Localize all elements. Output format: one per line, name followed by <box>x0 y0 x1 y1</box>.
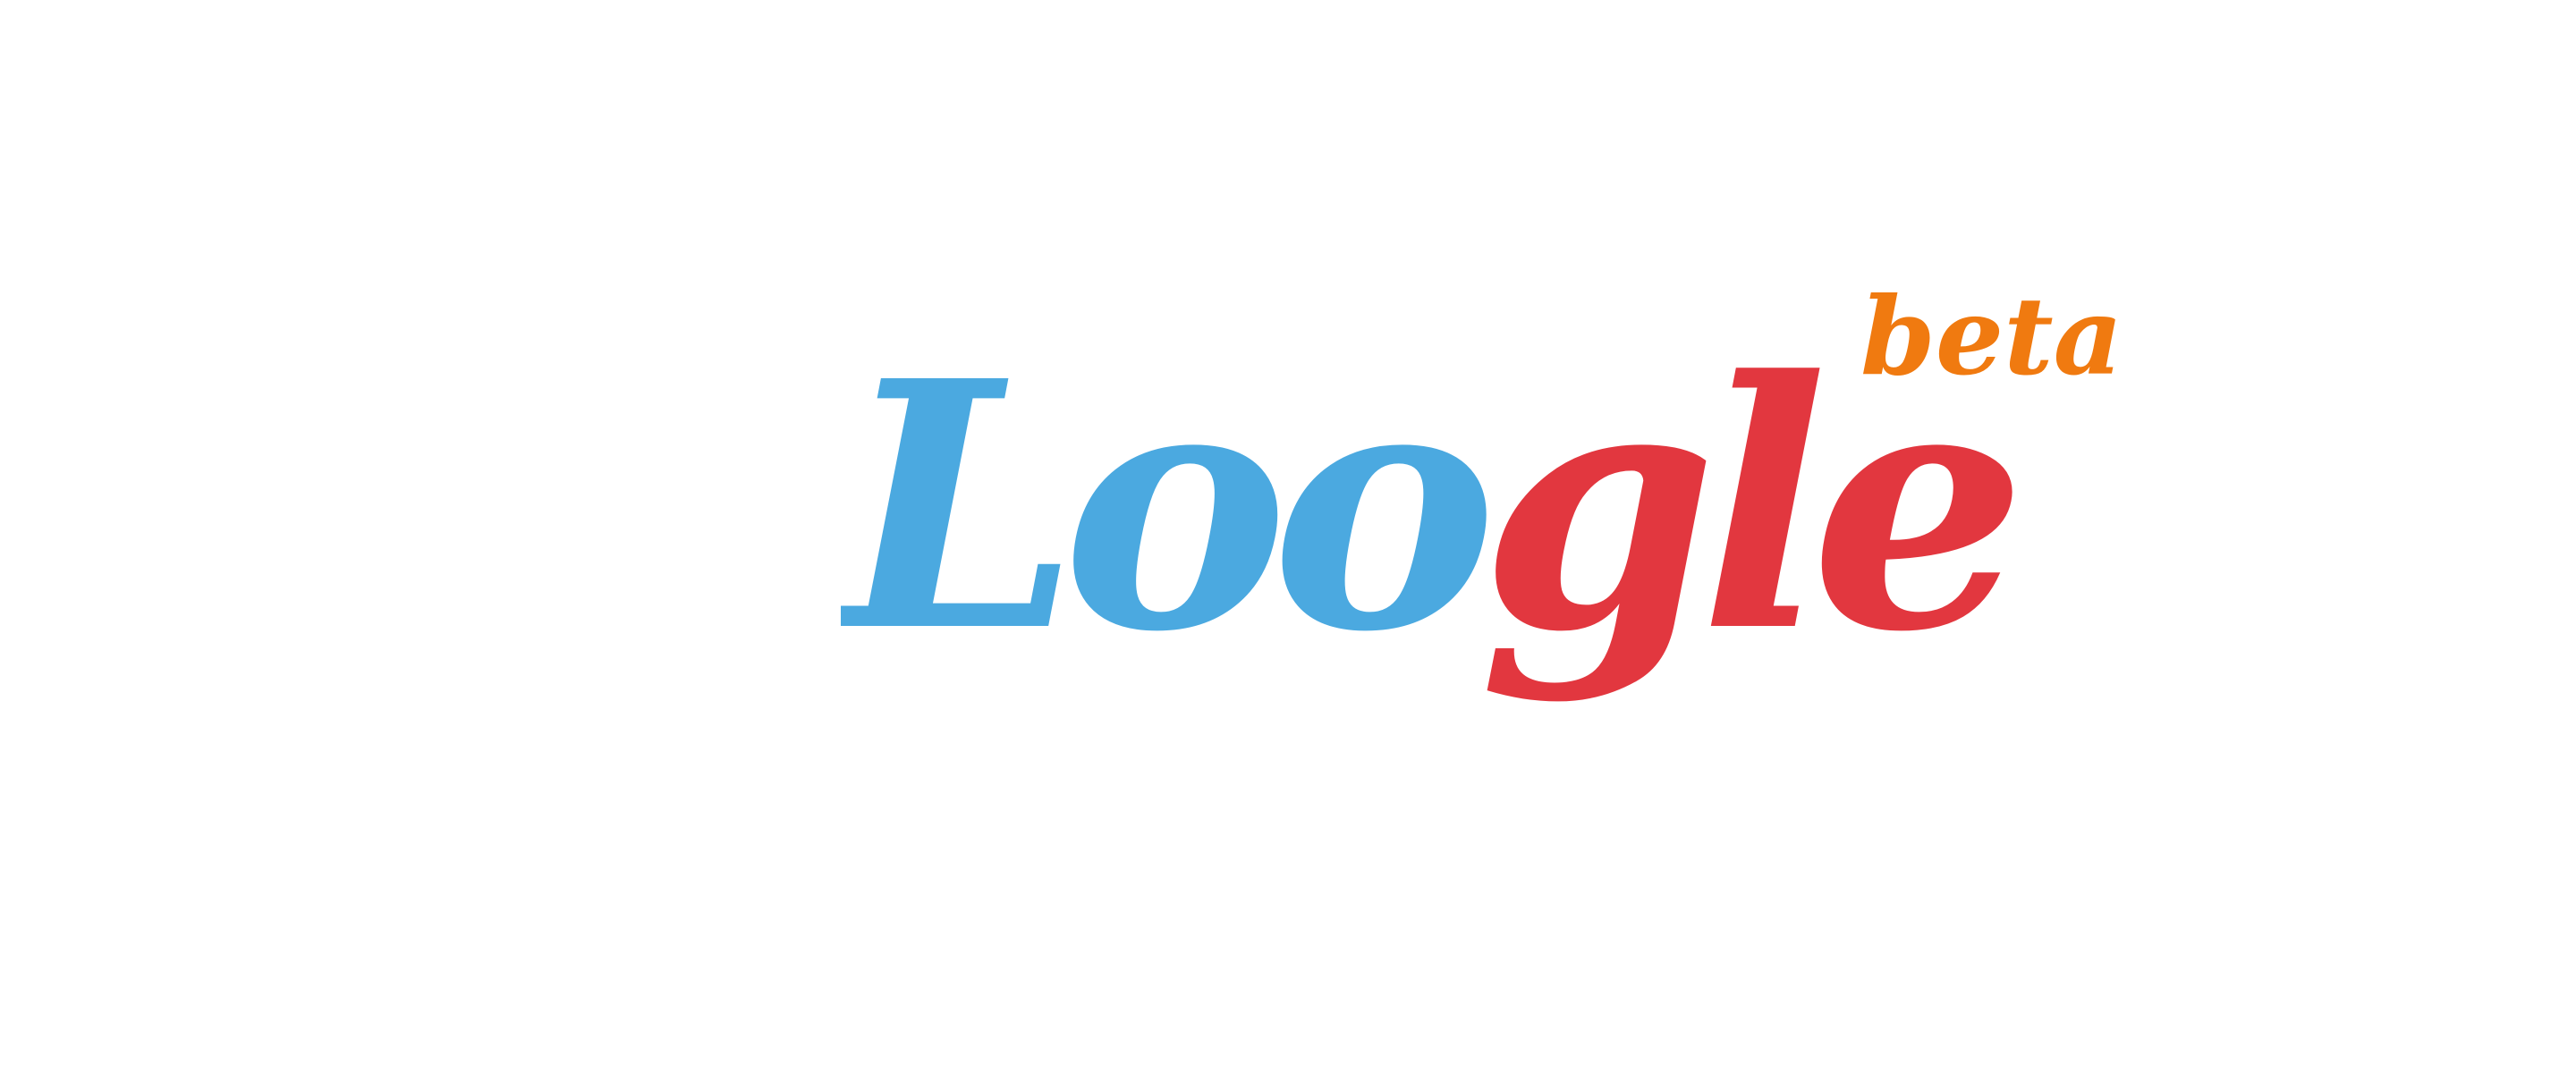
logo-wordmark: Loogle <box>841 307 2027 706</box>
logo-letter-o1: o <box>1062 307 1288 706</box>
logo-letter-o2: o <box>1271 307 1497 706</box>
logo-letter-g: g <box>1479 307 1717 706</box>
beta-badge: beta <box>1860 274 2123 400</box>
loogle-logo: Loogle beta <box>841 268 2147 769</box>
logo-letter-e: e <box>1810 307 2027 706</box>
logo-letter-l: l <box>1699 307 1828 706</box>
logo-svg: Loogle beta <box>841 274 2123 706</box>
logo-letter-L: L <box>841 307 1080 706</box>
